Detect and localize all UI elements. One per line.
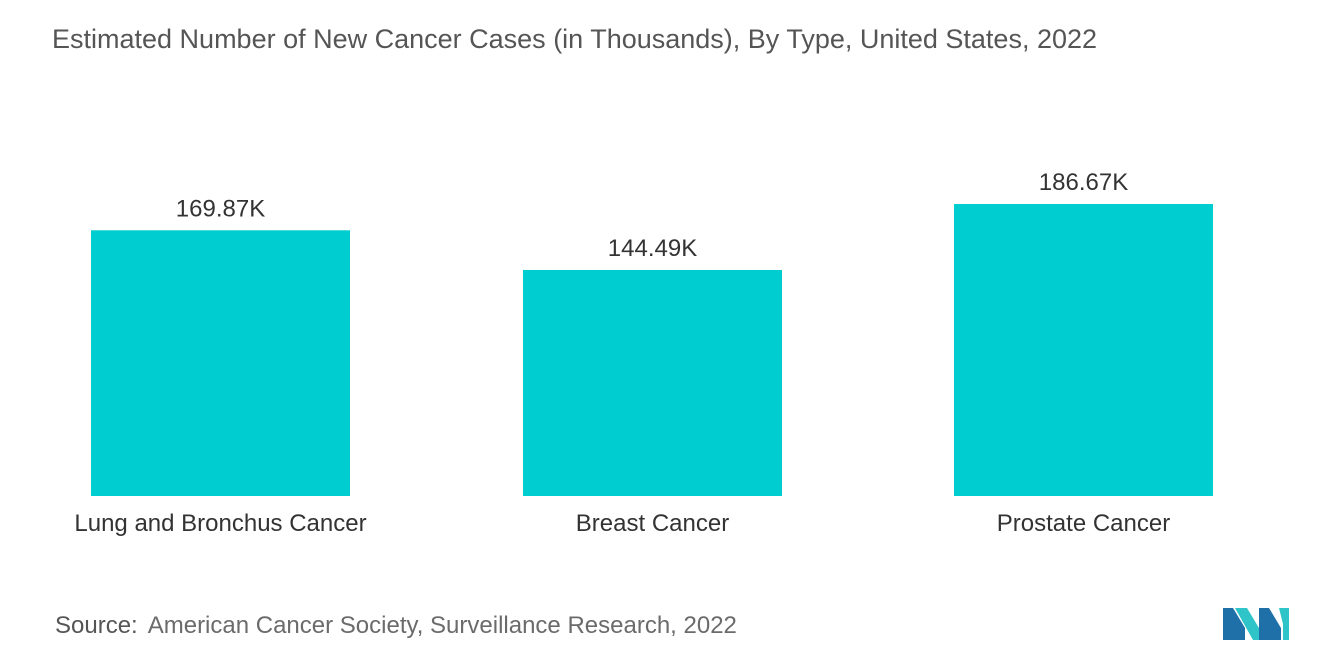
- bar-0: [91, 230, 350, 496]
- source-label: Source:: [55, 612, 138, 639]
- x-tick-label: Lung and Bronchus Cancer: [74, 510, 366, 537]
- bar-1: [523, 269, 782, 496]
- brand-logo-icon: [1223, 608, 1289, 640]
- source-text: American Cancer Society, Surveillance Re…: [147, 612, 737, 639]
- bar-chart: 169.87K Lung and Bronchus Cancer 144.49K Br…: [74, 169, 1213, 537]
- x-tick-label: Prostate Cancer: [997, 510, 1170, 537]
- bar-value-label: 186.67K: [1039, 169, 1128, 196]
- chart-title: Estimated Number of New Cancer Cases (in…: [52, 24, 1098, 54]
- source-note: Source: American Cancer Society, Surveill…: [55, 612, 737, 640]
- bar-value-label: 169.87K: [176, 195, 265, 222]
- bar-value-label: 144.49K: [608, 235, 697, 262]
- bar-2: [954, 204, 1213, 496]
- x-tick-label: Breast Cancer: [576, 510, 729, 537]
